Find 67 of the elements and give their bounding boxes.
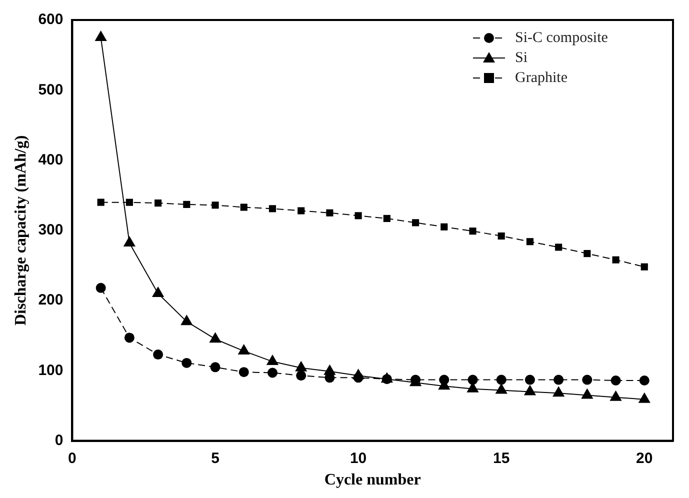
y-tick-label: 200 bbox=[38, 292, 64, 309]
point bbox=[152, 286, 164, 298]
point bbox=[267, 368, 278, 378]
point bbox=[183, 200, 190, 208]
point bbox=[97, 198, 104, 206]
x-tick-label: 15 bbox=[493, 450, 510, 467]
point bbox=[524, 374, 535, 385]
x-tick-label: 20 bbox=[636, 450, 653, 467]
legend-label: Si bbox=[515, 50, 528, 66]
y-tick-label: 100 bbox=[38, 362, 64, 379]
point bbox=[153, 350, 164, 360]
point bbox=[383, 214, 390, 222]
point bbox=[468, 374, 478, 385]
point bbox=[123, 236, 136, 247]
point bbox=[555, 244, 562, 251]
point bbox=[209, 332, 222, 343]
point bbox=[296, 370, 306, 381]
point bbox=[496, 374, 506, 385]
point bbox=[412, 219, 420, 226]
point bbox=[154, 200, 162, 207]
point bbox=[440, 223, 448, 230]
point bbox=[498, 232, 505, 240]
point bbox=[554, 374, 564, 385]
point bbox=[582, 374, 592, 385]
y-tick-label: 400 bbox=[38, 151, 64, 168]
point bbox=[353, 372, 364, 383]
x-tick-label: 0 bbox=[68, 450, 76, 467]
point bbox=[552, 386, 565, 397]
point bbox=[180, 314, 193, 326]
point bbox=[96, 282, 106, 293]
point bbox=[238, 344, 250, 355]
point bbox=[354, 212, 362, 220]
point bbox=[210, 362, 220, 372]
point bbox=[469, 228, 476, 235]
y-tick-label: 0 bbox=[54, 432, 64, 449]
y-tick-label: 500 bbox=[38, 81, 64, 98]
point bbox=[326, 209, 334, 216]
point bbox=[610, 390, 622, 401]
y-axis-title: Discharge capacity (mAh/g) bbox=[12, 135, 30, 326]
point bbox=[238, 367, 249, 378]
point bbox=[524, 384, 536, 396]
point bbox=[526, 238, 534, 246]
point bbox=[581, 388, 594, 399]
point bbox=[268, 205, 276, 212]
point bbox=[638, 392, 650, 403]
x-tick-label: 10 bbox=[350, 450, 367, 467]
point bbox=[298, 207, 305, 214]
point bbox=[182, 358, 192, 368]
point bbox=[124, 332, 134, 343]
point bbox=[584, 250, 591, 258]
point bbox=[439, 374, 450, 385]
point bbox=[126, 198, 133, 206]
point bbox=[612, 256, 620, 264]
point bbox=[610, 375, 621, 386]
y-tick-label: 300 bbox=[38, 222, 64, 239]
y-tick-label: 600 bbox=[38, 11, 64, 28]
x-tick-label: 5 bbox=[211, 450, 220, 467]
legend-label: Si-C composite bbox=[515, 30, 608, 46]
point bbox=[240, 204, 248, 211]
point bbox=[266, 354, 279, 366]
x-axis-title: Cycle number bbox=[324, 472, 421, 489]
point bbox=[639, 375, 650, 386]
point bbox=[212, 202, 219, 209]
point bbox=[295, 360, 308, 372]
point bbox=[495, 383, 508, 394]
legend-label: Graphite bbox=[515, 70, 568, 86]
point bbox=[640, 263, 648, 270]
